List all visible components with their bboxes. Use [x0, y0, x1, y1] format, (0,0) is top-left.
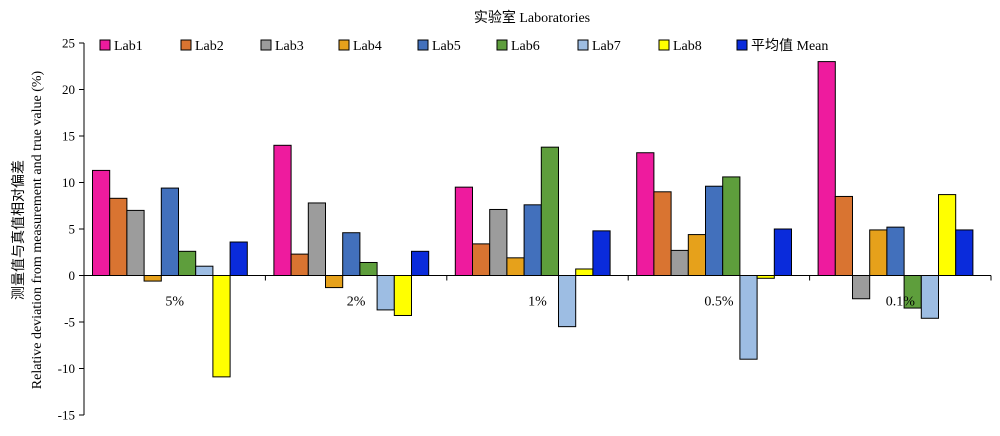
y-tick-label: 25	[62, 36, 75, 51]
legend-swatch	[577, 39, 589, 51]
bar-lab8-1	[393, 275, 412, 316]
legend-swatch	[736, 39, 748, 51]
y-axis-title-line-1: 测量值与真值相对偏差	[11, 160, 27, 300]
bar-lab7-3	[739, 275, 758, 360]
bar-mean-4	[955, 229, 974, 276]
bar-lab8-0	[212, 275, 231, 378]
category-label: 0.1%	[886, 295, 916, 310]
legend-swatch	[260, 39, 272, 51]
legend: Lab1 Lab2 Lab3 Lab4 Lab5 Lab6 Lab7 Lab8 平均值 Mean	[99, 38, 828, 54]
bar-lab3-2	[489, 208, 508, 276]
y-tick-label: -15	[58, 408, 75, 423]
legend-swatch	[417, 39, 429, 51]
bar-lab3-3	[670, 249, 689, 276]
bars	[92, 61, 974, 378]
y-tick-label: -10	[58, 361, 75, 376]
legend-label: Lab7	[592, 39, 621, 54]
bar-lab2-4	[834, 195, 853, 276]
bar-mean-1	[411, 250, 430, 277]
bar-mean-0	[229, 241, 248, 277]
bar-lab7-1	[376, 275, 395, 311]
bar-lab5-3	[705, 185, 724, 276]
bar-lab4-3	[687, 234, 706, 276]
legend-label: Lab5	[432, 39, 461, 54]
bar-lab1-4	[817, 61, 836, 276]
y-axis-title-line-2: Relative deviation from measurement and …	[30, 70, 45, 389]
bar-lab4-1	[325, 275, 344, 289]
legend-label: Lab2	[195, 39, 224, 54]
bar-lab4-2	[506, 257, 525, 276]
y-tick-label: 20	[62, 82, 75, 97]
bar-lab7-2	[558, 275, 577, 328]
bar-lab6-0	[178, 250, 197, 277]
category-label: 5%	[165, 295, 184, 310]
bar-lab6-1	[359, 261, 378, 277]
y-tick-label: 5	[69, 222, 76, 237]
bar-lab2-3	[653, 191, 672, 276]
x-axis: 5% 2% 1% 0.5% 0.1%	[83, 275, 992, 310]
bar-lab3-1	[307, 202, 326, 277]
category-label: 0.5%	[704, 295, 734, 310]
bar-lab8-4	[938, 194, 957, 276]
bar-lab7-0	[195, 265, 214, 277]
bar-lab3-0	[126, 209, 145, 276]
y-tick-label: 0	[69, 268, 76, 283]
bar-lab2-2	[472, 243, 491, 277]
bar-lab5-0	[160, 187, 180, 276]
bar-lab1-2	[454, 186, 473, 276]
bar-lab7-4	[920, 275, 939, 319]
legend-label: 平均值 Mean	[751, 38, 828, 54]
legend-label: Lab3	[275, 39, 304, 54]
bar-lab5-4	[886, 226, 905, 276]
legend-label: Lab6	[511, 39, 540, 54]
y-axis: -15 -10 -5 0 5 10 15 20 25	[58, 36, 85, 423]
bar-lab5-2	[523, 204, 542, 277]
bar-lab2-1	[290, 253, 309, 276]
legend-label: Lab1	[114, 39, 143, 54]
y-tick-label: 10	[62, 175, 75, 190]
bar-lab1-1	[273, 144, 292, 276]
legend-swatch	[99, 39, 111, 51]
legend-label: Lab8	[673, 39, 702, 54]
legend-swatch	[338, 39, 350, 51]
legend-swatch	[496, 39, 508, 51]
y-axis-title: 测量值与真值相对偏差 Relative deviation from measu…	[11, 70, 45, 389]
category-label: 2%	[347, 295, 366, 310]
bar-lab5-1	[342, 232, 361, 276]
bar-lab1-0	[92, 169, 111, 276]
legend-label: Lab4	[353, 39, 382, 54]
bar-mean-3	[773, 228, 792, 276]
bar-mean-2	[592, 230, 611, 276]
bar-lab8-2	[575, 268, 594, 276]
y-tick-label: -5	[64, 315, 75, 330]
category-label: 1%	[528, 295, 547, 310]
chart-title: 实验室 Laboratories	[474, 9, 590, 26]
bar-lab2-0	[109, 197, 128, 276]
bar-lab6-2	[540, 146, 559, 276]
bar-lab3-4	[852, 275, 871, 300]
bar-lab4-4	[869, 229, 888, 276]
legend-swatch	[180, 39, 192, 51]
legend-swatch	[658, 39, 670, 51]
bar-lab6-3	[722, 176, 741, 276]
y-tick-label: 15	[62, 129, 75, 144]
bar-lab4-0	[143, 275, 162, 282]
bar-lab1-3	[636, 152, 655, 277]
